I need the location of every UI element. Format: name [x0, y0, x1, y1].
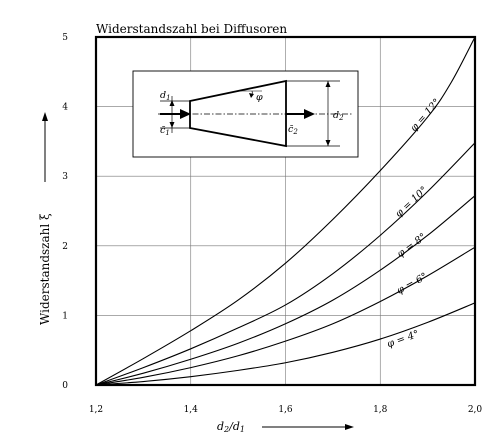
- d2-arrow-top: [325, 81, 331, 87]
- x-tick-label: 1,2: [89, 405, 103, 415]
- x-axis-label-group: d2/d1: [217, 420, 354, 434]
- series-label: φ = 6°: [395, 271, 429, 296]
- y-tick-label: 3: [62, 172, 68, 182]
- d1-arrow-top: [169, 100, 175, 106]
- d2-arrow-bottom: [325, 140, 331, 146]
- inlet-flow-arrow: [180, 109, 191, 119]
- chart-title: Widerstandszahl bei Diffusoren: [96, 22, 287, 36]
- label-d2: d2: [333, 110, 344, 122]
- x-tick-label: 2,0: [468, 405, 483, 415]
- y-axis-label: Widerstandszahl ξ: [38, 213, 52, 325]
- series-line: [95, 246, 476, 386]
- x-axis-label: d2/d1: [217, 420, 245, 434]
- label-c1: c̄1: [160, 125, 170, 137]
- label-phi: φ: [256, 92, 263, 103]
- y-tick-label: 5: [62, 33, 68, 43]
- series-line: [95, 142, 476, 386]
- x-axis-arrow-head: [345, 424, 354, 430]
- series-line: [95, 302, 476, 386]
- outlet-flow-arrow: [304, 109, 315, 119]
- x-tick-label: 1,8: [373, 405, 388, 415]
- y-tick-label: 0: [62, 381, 68, 391]
- y-axis-arrow-head: [42, 112, 48, 121]
- series-line: [95, 195, 476, 386]
- y-tick-labels: 0 1 2 3 4 5: [62, 33, 68, 391]
- y-tick-label: 4: [62, 103, 68, 113]
- label-d1: d1: [160, 90, 171, 102]
- x-tick-label: 1,4: [184, 405, 199, 415]
- series-line: [95, 36, 476, 386]
- series-label: φ = 12°: [409, 97, 443, 134]
- label-c2: c̄2: [288, 124, 298, 136]
- d1-arrow-bottom: [169, 122, 175, 128]
- series-label: φ = 10°: [393, 185, 429, 220]
- series-label: φ = 4°: [386, 329, 421, 350]
- phi-arrow: [249, 93, 254, 98]
- y-tick-label: 2: [62, 242, 68, 252]
- diffuser-inset: d1 c̄1 c̄2 d2 φ: [132, 70, 359, 158]
- x-tick-labels: 1,2 1,4 1,6 1,8 2,0: [89, 405, 483, 415]
- plot-frame: [94, 35, 477, 387]
- y-axis-label-group: Widerstandszahl ξ: [38, 112, 52, 325]
- x-tick-label: 1,6: [278, 405, 293, 415]
- curves: [95, 36, 476, 386]
- y-tick-label: 1: [62, 311, 68, 321]
